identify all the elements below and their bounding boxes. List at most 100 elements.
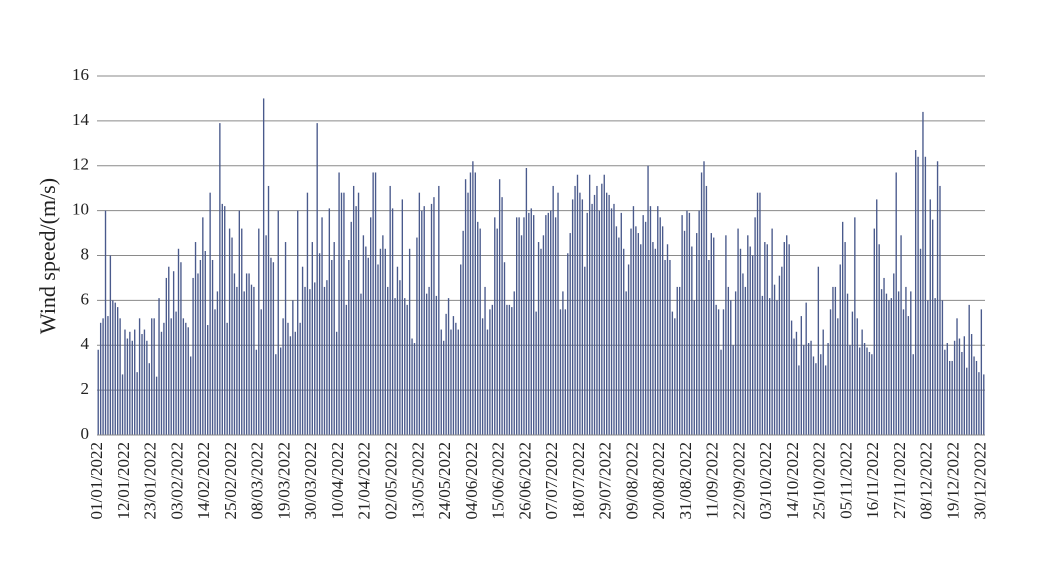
bar (326, 280, 328, 435)
y-tick-label: 16 (72, 65, 89, 84)
bar (153, 318, 155, 435)
bar (321, 217, 323, 435)
bar (160, 331, 163, 435)
bar (189, 356, 192, 435)
bar (610, 208, 613, 435)
bar (815, 363, 817, 435)
x-tick-label: 03/10/2022 (756, 442, 775, 519)
x-tick-label: 21/04/2022 (355, 442, 374, 519)
bar (537, 242, 540, 435)
bar (941, 300, 944, 435)
bar (394, 298, 396, 435)
bar (642, 215, 644, 435)
x-tick-label: 25/02/2022 (221, 442, 240, 519)
bar (447, 298, 450, 435)
bar (588, 174, 591, 435)
bar (868, 351, 871, 435)
bar (309, 289, 311, 435)
bar (581, 199, 584, 435)
x-tick-label: 14/02/2022 (194, 442, 213, 519)
bar (661, 226, 664, 435)
bar (596, 185, 598, 435)
bar (953, 340, 956, 435)
bar (462, 230, 464, 435)
bar (340, 192, 343, 435)
bar (846, 293, 849, 435)
bar (824, 365, 827, 435)
bar (352, 185, 355, 435)
bar (433, 197, 435, 435)
bar (148, 363, 150, 435)
bar (136, 372, 138, 435)
bar (523, 217, 525, 435)
bar (292, 300, 294, 435)
bar (318, 253, 321, 435)
bar (306, 192, 309, 435)
bar (126, 338, 129, 435)
bar (956, 318, 958, 435)
bar (525, 167, 528, 435)
bar (747, 235, 749, 435)
bar (795, 331, 798, 435)
bar (228, 228, 231, 435)
bar (730, 300, 732, 435)
x-tick-label: 05/11/2022 (836, 442, 855, 519)
bar (732, 345, 734, 435)
x-tick-label: 02/05/2022 (382, 442, 401, 519)
bar (165, 277, 168, 435)
bar (489, 309, 491, 435)
y-tick-label: 6 (81, 289, 90, 308)
bar (983, 374, 985, 435)
bar (593, 194, 596, 435)
bar (659, 217, 661, 435)
bar (143, 329, 146, 435)
bar (182, 318, 185, 435)
bar (513, 291, 515, 435)
bar (866, 347, 868, 435)
bar (168, 266, 170, 435)
bar (598, 210, 601, 435)
bar (703, 161, 705, 435)
bar (949, 360, 951, 435)
bar (922, 111, 924, 436)
bar (664, 259, 666, 435)
bar (781, 266, 783, 435)
bar (615, 226, 618, 435)
bar (270, 257, 272, 435)
bar (961, 351, 963, 435)
bar (97, 349, 99, 435)
bar (790, 320, 793, 435)
bar (739, 248, 742, 435)
y-tick-label: 12 (72, 155, 89, 174)
bar (121, 374, 124, 435)
x-tick-label: 23/01/2022 (141, 442, 160, 519)
bar (744, 286, 747, 435)
bar (559, 309, 562, 435)
bar (820, 354, 822, 435)
bar (277, 210, 279, 435)
bar (343, 192, 345, 435)
bar (893, 273, 895, 435)
bar (399, 280, 401, 435)
bar (917, 156, 919, 435)
bar (603, 174, 605, 435)
bar (450, 329, 452, 435)
bar (545, 215, 547, 435)
bar (812, 356, 815, 435)
x-tick-label: 18/07/2022 (569, 442, 588, 519)
bar (209, 192, 211, 435)
x-tick-label: 26/06/2022 (515, 442, 534, 519)
bar (224, 206, 226, 435)
bar (199, 259, 202, 435)
bar (647, 165, 649, 435)
bar (608, 194, 610, 435)
bar (644, 221, 647, 435)
bar (443, 340, 445, 435)
bar (413, 343, 416, 435)
bar (464, 179, 467, 435)
bar (905, 286, 907, 435)
bar (520, 235, 523, 435)
bar (233, 273, 236, 435)
bar (377, 264, 379, 435)
bar (445, 313, 447, 435)
